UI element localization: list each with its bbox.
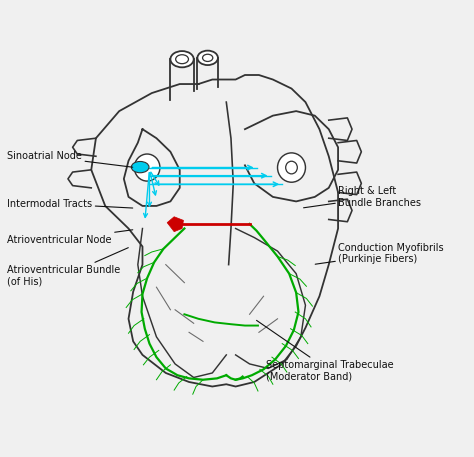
Text: Intermodal Tracts: Intermodal Tracts: [8, 199, 133, 209]
Text: Right & Left
Bundle Branches: Right & Left Bundle Branches: [303, 186, 421, 208]
Ellipse shape: [134, 154, 160, 181]
Text: Conduction Myofibrils
(Purkinje Fibers): Conduction Myofibrils (Purkinje Fibers): [315, 243, 444, 264]
Ellipse shape: [278, 153, 305, 182]
Polygon shape: [167, 217, 183, 232]
Ellipse shape: [198, 51, 218, 65]
Text: Septomarginal Trabeculae
(Moderator Band): Septomarginal Trabeculae (Moderator Band…: [256, 320, 393, 382]
Ellipse shape: [171, 51, 194, 67]
Text: Sinoatrial Node: Sinoatrial Node: [8, 151, 133, 167]
Ellipse shape: [131, 161, 149, 173]
Text: Atrioventricular Node: Atrioventricular Node: [8, 230, 133, 245]
Text: Atrioventricular Bundle
(of His): Atrioventricular Bundle (of His): [8, 248, 128, 287]
